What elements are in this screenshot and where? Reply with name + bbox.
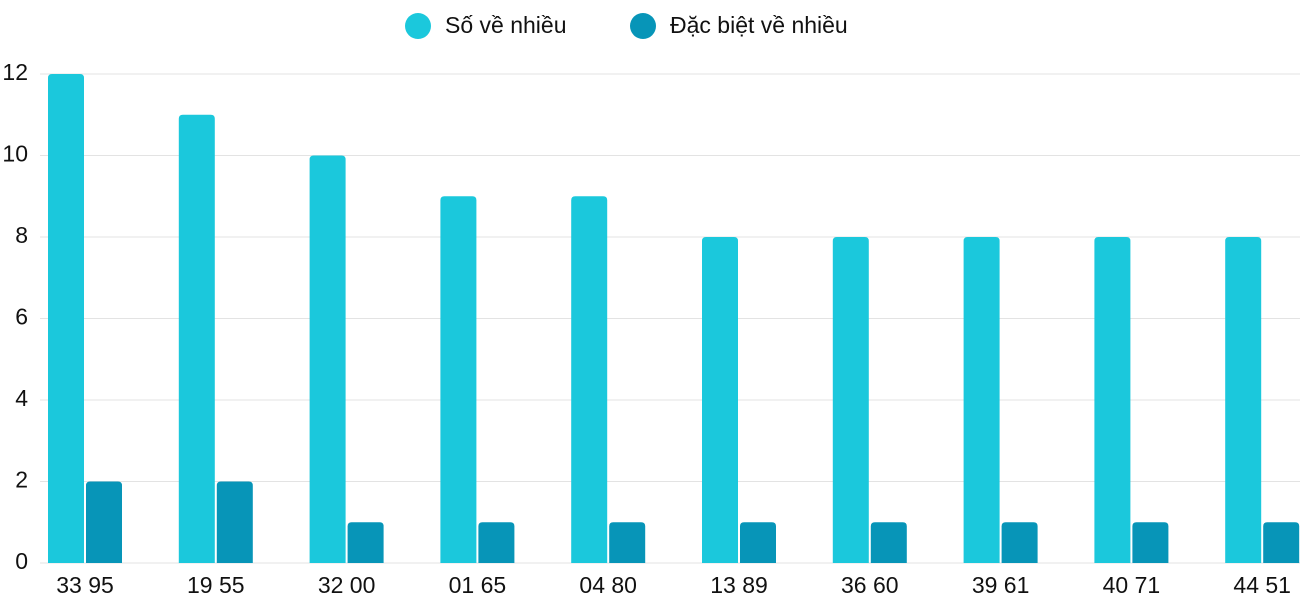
bar <box>571 196 608 563</box>
legend-marker[interactable] <box>405 13 431 39</box>
x-tick-label: 33 95 <box>56 572 114 598</box>
bar <box>86 481 122 563</box>
bar <box>870 522 907 563</box>
bar <box>1001 522 1038 563</box>
bar <box>178 114 215 563</box>
x-tick-label: 19 55 <box>187 572 245 598</box>
bar <box>216 481 253 563</box>
y-tick-label: 0 <box>15 548 28 574</box>
x-tick-label: 39 61 <box>972 572 1030 598</box>
bar <box>1132 522 1169 563</box>
y-tick-label: 6 <box>15 304 28 330</box>
legend-label[interactable]: Số về nhiều <box>445 12 566 38</box>
y-tick-label: 4 <box>15 385 28 411</box>
bar <box>478 522 515 563</box>
legend-marker[interactable] <box>630 13 656 39</box>
x-tick-label: 13 89 <box>710 572 768 598</box>
bar <box>48 74 84 563</box>
bar <box>832 237 869 563</box>
bar <box>963 237 1000 563</box>
y-tick-label: 12 <box>2 59 28 85</box>
y-tick-label: 8 <box>15 222 28 248</box>
y-tick-label: 10 <box>2 141 28 167</box>
x-tick-label: 04 80 <box>579 572 637 598</box>
bar <box>440 196 477 563</box>
x-tick-label: 01 65 <box>449 572 507 598</box>
bar <box>347 522 384 563</box>
bar <box>609 522 646 563</box>
bar <box>740 522 776 563</box>
bar <box>1094 237 1131 563</box>
y-tick-label: 2 <box>15 467 28 493</box>
bar <box>702 237 738 563</box>
bar <box>1263 522 1300 563</box>
x-tick-label: 44 51 <box>1233 572 1291 598</box>
x-tick-label: 40 71 <box>1103 572 1161 598</box>
legend-label[interactable]: Đặc biệt về nhiều <box>670 12 848 38</box>
x-tick-label: 32 00 <box>318 572 376 598</box>
x-tick-label: 36 60 <box>841 572 899 598</box>
bar <box>309 155 346 563</box>
bar <box>1225 237 1262 563</box>
